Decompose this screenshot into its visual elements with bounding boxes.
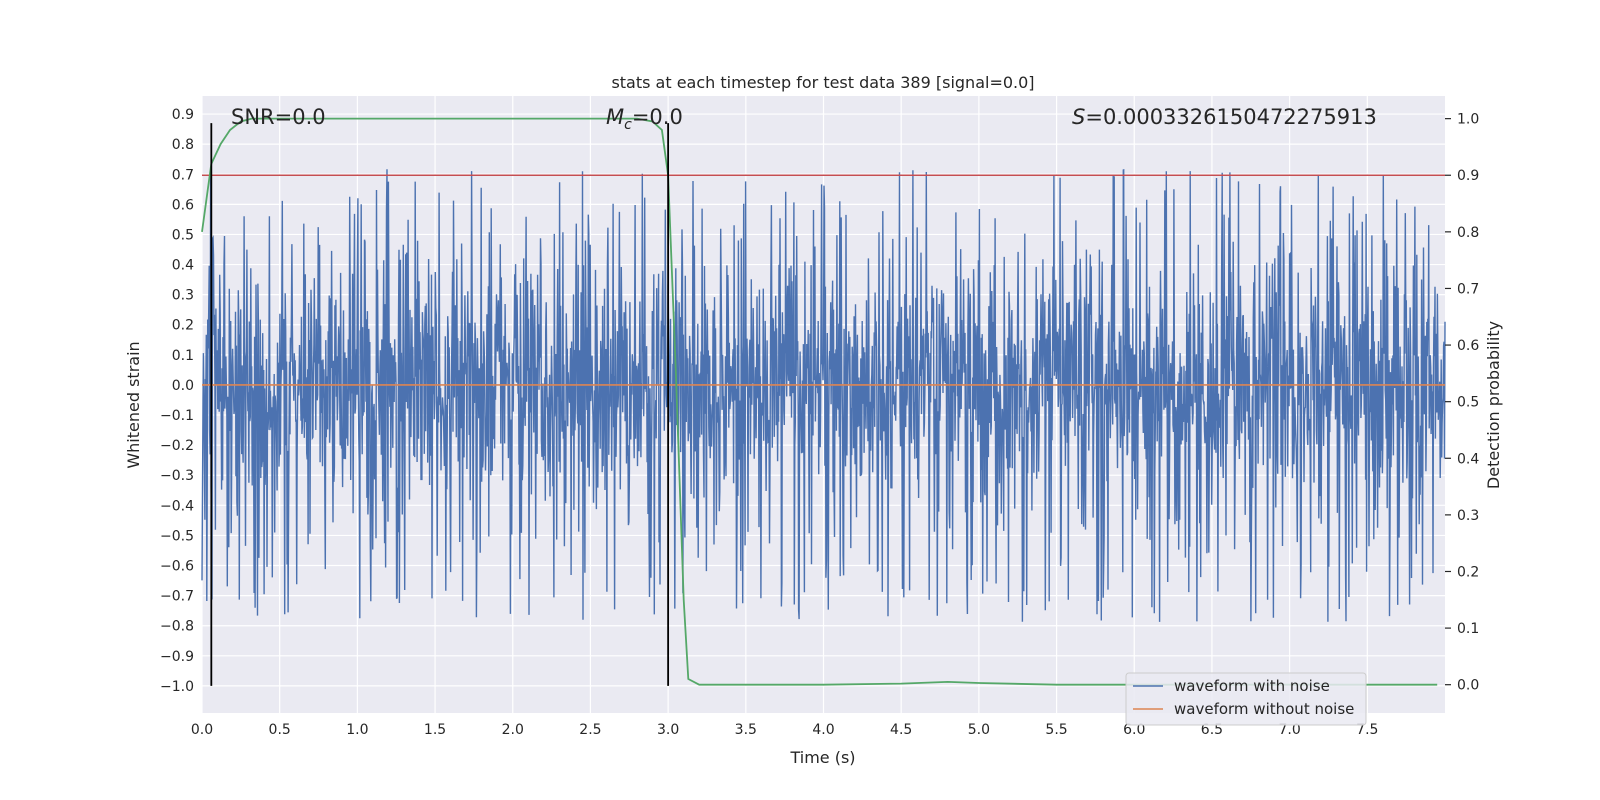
x-tick-label: 6.0 xyxy=(1123,722,1145,738)
x-tick-label: 4.5 xyxy=(890,722,912,738)
y-tick-label: −0.9 xyxy=(160,649,194,665)
data-layer xyxy=(201,169,1446,622)
y-tick-label: −0.3 xyxy=(160,468,194,484)
x-tick-label: 7.5 xyxy=(1356,722,1378,738)
y-right-tick-label: 0.5 xyxy=(1457,395,1479,411)
chirp-mass-annotation: Mc=0.0 xyxy=(606,105,683,133)
series-detection-probability xyxy=(201,117,1438,686)
chart-title: stats at each timestep for test data 389… xyxy=(611,73,1034,92)
y-tick-label: 0.1 xyxy=(172,348,194,364)
x-tick-label: 7.0 xyxy=(1278,722,1300,738)
y-tick-label: 0.3 xyxy=(172,288,194,304)
x-axis-label: Time (s) xyxy=(789,748,855,767)
x-tick-label: 5.5 xyxy=(1045,722,1067,738)
x-tick-label: 0.0 xyxy=(191,722,213,738)
legend-label-waveform-with-noise: waveform with noise xyxy=(1174,677,1330,695)
x-tick-label: 1.0 xyxy=(346,722,368,738)
y-tick-label: 0.4 xyxy=(172,258,194,274)
y-tick-label: 0.8 xyxy=(172,137,194,153)
y-right-tick-label: 0.7 xyxy=(1457,281,1479,297)
y-right-tick-label: 0.4 xyxy=(1457,451,1479,467)
y-tick-label: −0.5 xyxy=(160,528,194,544)
y-tick-label: 0.0 xyxy=(172,378,194,394)
score-annotation: S=0.0003326150472275913 xyxy=(1072,105,1377,129)
x-tick-label: 2.0 xyxy=(502,722,524,738)
y-tick-label: 0.5 xyxy=(172,227,194,243)
y-right-tick-label: 1.0 xyxy=(1457,112,1479,128)
x-tick-label: 0.5 xyxy=(269,722,291,738)
snr-annotation: SNR=0.0 xyxy=(231,105,326,129)
x-tick-label: 5.0 xyxy=(968,722,990,738)
chirp-mass-subscript: c xyxy=(624,117,632,133)
x-tick-label: 3.0 xyxy=(657,722,679,738)
legend-box xyxy=(1125,672,1367,726)
tick-labels: 0.0 0.5 1.0 1.5 2.0 2.5 3.0 3.5 4.0 4.5 5.0 5.5 6.0 6… xyxy=(160,107,1479,738)
x-tick-label: 6.5 xyxy=(1201,722,1223,738)
y-tick-label: −0.6 xyxy=(160,559,194,575)
y-right-tick-label: 0.2 xyxy=(1457,564,1479,580)
x-tick-label: 3.5 xyxy=(735,722,757,738)
y-axis-right-label: Detection probability xyxy=(1484,321,1503,489)
x-tick-label: 1.5 xyxy=(424,722,446,738)
chirp-mass-value: =0.0 xyxy=(632,105,683,129)
score-symbol: S xyxy=(1072,105,1085,129)
y-tick-label: −0.2 xyxy=(160,438,194,454)
y-tick-label: −1.0 xyxy=(160,679,194,695)
y-right-tick-label: 0.1 xyxy=(1457,621,1479,637)
x-tick-label: 4.0 xyxy=(812,722,834,738)
y-right-tick-label: 0.8 xyxy=(1457,225,1479,241)
overlay-layer xyxy=(201,117,1445,686)
y-tick-label: 0.6 xyxy=(172,197,194,213)
y-tick-label: −0.4 xyxy=(160,498,194,514)
y-tick-label: −0.8 xyxy=(160,619,194,635)
y-right-tick-label: 0.6 xyxy=(1457,338,1479,354)
y-tick-label: 0.9 xyxy=(172,107,194,123)
chirp-mass-symbol: M xyxy=(606,105,624,129)
y-tick-label: 0.7 xyxy=(172,167,194,183)
legend-label-waveform-without-noise: waveform without noise xyxy=(1174,700,1354,718)
y-tick-label: −0.1 xyxy=(160,408,194,424)
legend: waveform with noise waveform without noi… xyxy=(1125,672,1367,726)
x-tick-label: 2.5 xyxy=(579,722,601,738)
y-tick-label: −0.7 xyxy=(160,589,194,605)
y-right-tick-label: 0.0 xyxy=(1457,678,1479,694)
score-value: =0.0003326150472275913 xyxy=(1085,105,1377,129)
y-right-tick-label: 0.9 xyxy=(1457,168,1479,184)
series-waveform-with-noise xyxy=(201,169,1446,622)
y-axis-label: Whitened strain xyxy=(124,341,143,468)
y-right-tick-label: 0.3 xyxy=(1457,508,1479,524)
y-tick-label: 0.2 xyxy=(172,318,194,334)
